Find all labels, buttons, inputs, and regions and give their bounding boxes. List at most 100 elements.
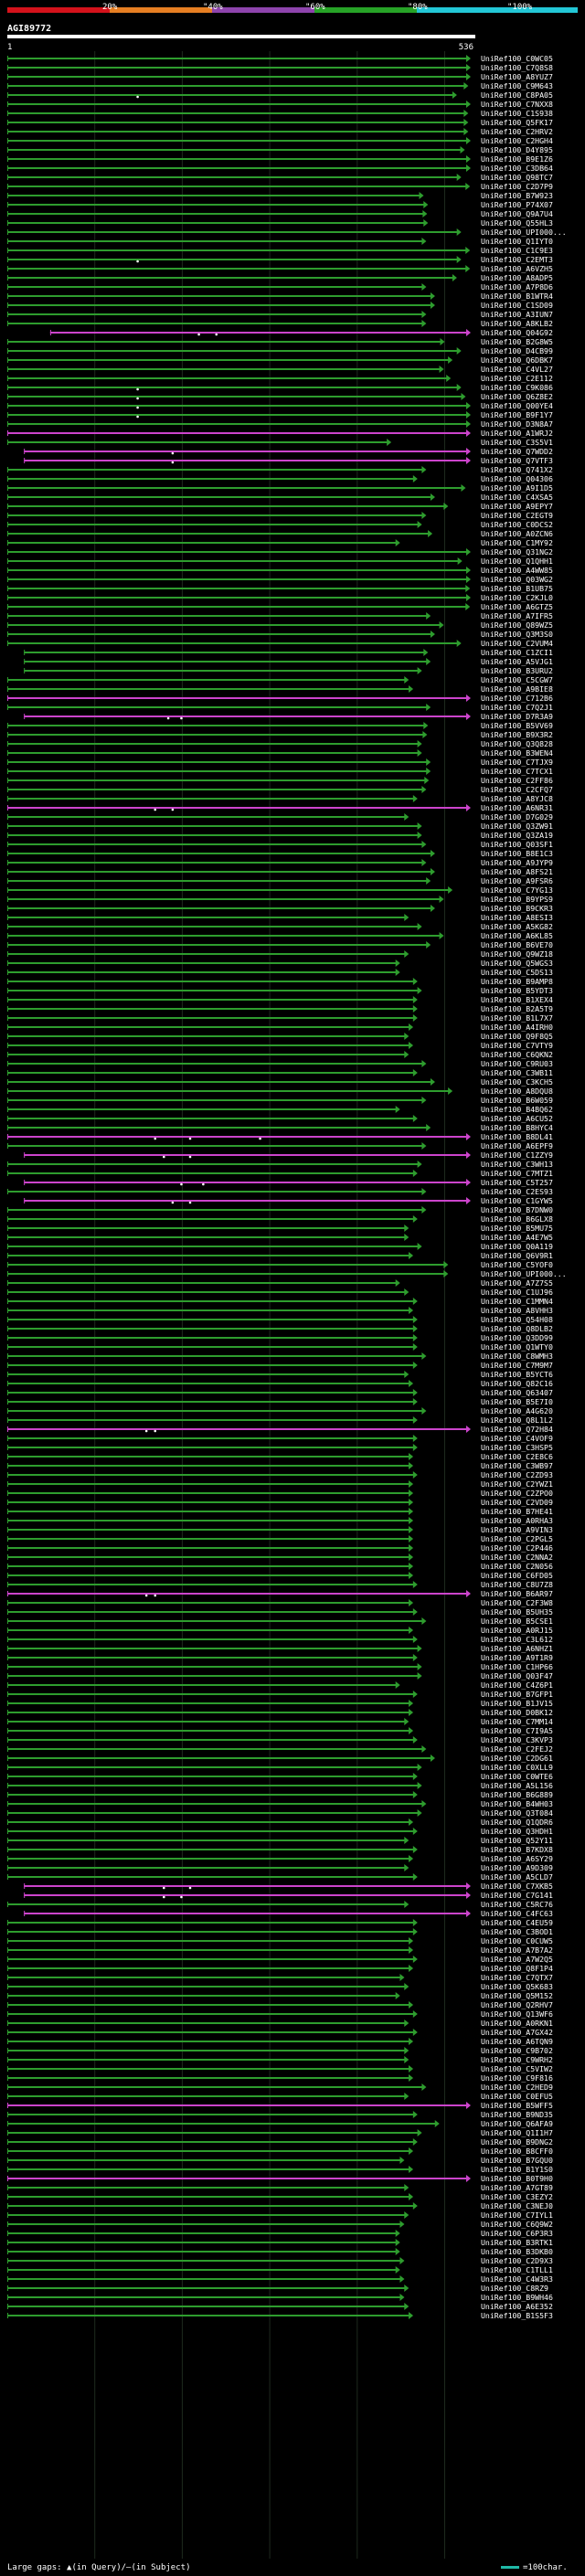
hit-subject-label[interactable]: UniRef100_C2N056	[481, 1562, 553, 1571]
hit-subject-label[interactable]: UniRef100_Q1QDR6	[481, 1818, 553, 1827]
hit-subject-label[interactable]: UniRef100_A5KG82	[481, 922, 553, 931]
hit-subject-label[interactable]: UniRef100_Q6DBK7	[481, 355, 553, 365]
hit-subject-label[interactable]: UniRef100_C3KCH5	[481, 1077, 553, 1087]
hit-subject-label[interactable]: UniRef100_A8FS21	[481, 867, 553, 876]
hit-subject-label[interactable]: UniRef100_C7QTX7	[481, 1973, 553, 1982]
hit-subject-label[interactable]: UniRef100_Q31NG2	[481, 547, 553, 557]
hit-row[interactable]: UniRef100_Q03WG2	[7, 575, 553, 584]
hit-subject-label[interactable]: UniRef100_C5T257	[481, 1178, 553, 1187]
hit-subject-label[interactable]: UniRef100_B9WH46	[481, 2293, 553, 2302]
hit-subject-label[interactable]: UniRef100_B5VV69	[481, 721, 553, 730]
hit-row[interactable]: UniRef100_C2ES93	[7, 1187, 553, 1196]
hit-subject-label[interactable]: UniRef100_B2A5T9	[481, 1004, 553, 1013]
hit-subject-label[interactable]: UniRef100_A7GT89	[481, 2183, 553, 2192]
hit-row[interactable]: UniRef100_A9BIE8	[7, 684, 553, 694]
hit-row[interactable]: UniRef100_C4FC63	[24, 1909, 553, 1918]
hit-subject-label[interactable]: UniRef100_C9WRH2	[481, 2055, 553, 2064]
hit-subject-label[interactable]: UniRef100_Q04306	[481, 474, 553, 483]
hit-subject-label[interactable]: UniRef100_A4G620	[481, 1406, 553, 1415]
hit-row[interactable]: UniRef100_D4Y895	[7, 145, 553, 154]
hit-subject-label[interactable]: UniRef100_Q1QHH1	[481, 557, 553, 566]
hit-row[interactable]: UniRef100_A5L156	[7, 1781, 553, 1790]
hit-row[interactable]: UniRef100_C6FD05	[7, 1571, 553, 1580]
hit-row[interactable]: UniRef100_C2D7P9	[7, 182, 553, 191]
hit-subject-label[interactable]: UniRef100_B7GFP1	[481, 1690, 553, 1699]
hit-subject-label[interactable]: UniRef100_C2FEJ2	[481, 1744, 553, 1754]
hit-row[interactable]: UniRef100_C1UJ96	[7, 1288, 553, 1297]
hit-row[interactable]: UniRef100_Q2RHV7	[7, 2000, 553, 2009]
hit-row[interactable]: UniRef100_B7W923	[7, 191, 553, 200]
hit-row[interactable]: UniRef100_C2EGT9	[7, 511, 553, 520]
hit-subject-label[interactable]: UniRef100_Q9WZ18	[481, 949, 553, 959]
hit-row[interactable]: UniRef100_Q6V9R1	[7, 1251, 553, 1260]
hit-row[interactable]: UniRef100_Q8F1P4	[7, 1964, 553, 1973]
hit-row[interactable]: UniRef100_C7MM14	[7, 1717, 553, 1726]
hit-row[interactable]: UniRef100_A9VIN3	[7, 1525, 553, 1534]
hit-row[interactable]: UniRef100_B4BQ62	[7, 1105, 553, 1114]
hit-row[interactable]: UniRef100_B1L7X7	[7, 1013, 553, 1023]
hit-subject-label[interactable]: UniRef100_D3N8A7	[481, 419, 553, 429]
hit-subject-label[interactable]: UniRef100_A0RJ15	[481, 1626, 553, 1635]
hit-subject-label[interactable]: UniRef100_B0T9H0	[481, 2174, 553, 2183]
hit-row[interactable]: UniRef100_B9ND35	[7, 2110, 553, 2119]
hit-subject-label[interactable]: UniRef100_C9B702	[481, 2046, 553, 2055]
hit-subject-label[interactable]: UniRef100_B1L7X7	[481, 1013, 553, 1023]
hit-subject-label[interactable]: UniRef100_C1HP66	[481, 1662, 553, 1671]
hit-row[interactable]: UniRef100_C9M643	[7, 81, 553, 90]
hit-row[interactable]: UniRef100_C6P3R3	[7, 2229, 553, 2238]
hit-subject-label[interactable]: UniRef100_C7Q2J1	[481, 703, 553, 712]
hit-row[interactable]: UniRef100_Q3M3S0	[7, 630, 553, 639]
hit-subject-label[interactable]: UniRef100_A5CLD7	[481, 1872, 553, 1882]
hit-subject-label[interactable]: UniRef100_A6SY29	[481, 1854, 553, 1863]
hit-row[interactable]: UniRef100_C3HSP5	[7, 1443, 553, 1452]
hit-subject-label[interactable]: UniRef100_Q1I1H7	[481, 2128, 553, 2137]
hit-subject-label[interactable]: UniRef100_D7G029	[481, 812, 553, 822]
hit-row[interactable]: UniRef100_C7VTY9	[7, 1041, 553, 1050]
hit-row[interactable]: UniRef100_A4WW85	[7, 566, 553, 575]
hit-row[interactable]: UniRef100_B6AR97	[7, 1589, 553, 1598]
hit-subject-label[interactable]: UniRef100_C9F816	[481, 2073, 553, 2083]
hit-subject-label[interactable]: UniRef100_C7I9A5	[481, 1726, 553, 1735]
hit-subject-label[interactable]: UniRef100_C8RZ9	[481, 2284, 548, 2293]
hit-subject-label[interactable]: UniRef100_C0XLL9	[481, 1763, 553, 1772]
hit-row[interactable]: UniRef100_A0RJ15	[7, 1626, 553, 1635]
hit-row[interactable]: UniRef100_B8DL41	[7, 1132, 553, 1141]
hit-subject-label[interactable]: UniRef100_A6VZH5	[481, 264, 553, 273]
hit-row[interactable]: UniRef100_Q6AFA9	[7, 2119, 553, 2128]
hit-row[interactable]: UniRef100_Q5FK17	[7, 118, 553, 127]
hit-subject-label[interactable]: UniRef100_C4W3R3	[481, 2274, 553, 2284]
hit-row[interactable]: UniRef100_C5CGW7	[7, 675, 553, 684]
hit-row[interactable]: UniRef100_A9FSR6	[7, 876, 553, 885]
hit-subject-label[interactable]: UniRef100_C2YWZ1	[481, 1479, 553, 1489]
hit-row[interactable]: UniRef100_A3IUN7	[7, 310, 553, 319]
hit-subject-label[interactable]: UniRef100_D4CB99	[481, 346, 553, 355]
hit-subject-label[interactable]: UniRef100_C3EZY2	[481, 2192, 553, 2201]
hit-row[interactable]: UniRef100_A5VJG1	[24, 657, 553, 666]
hit-subject-label[interactable]: UniRef100_Q2RHV7	[481, 2000, 553, 2009]
hit-row[interactable]: UniRef100_A8ESI3	[7, 913, 553, 922]
hit-subject-label[interactable]: UniRef100_A6TQN9	[481, 2037, 553, 2046]
hit-subject-label[interactable]: UniRef100_C2D9X3	[481, 2256, 553, 2265]
hit-subject-label[interactable]: UniRef100_C712B6	[481, 694, 553, 703]
hit-row[interactable]: UniRef100_Q1IYT0	[7, 237, 553, 246]
hit-row[interactable]: UniRef100_Q5K683	[7, 1982, 553, 1991]
hit-row[interactable]: UniRef100_UPI000...	[7, 228, 567, 237]
hit-subject-label[interactable]: UniRef100_A6NR31	[481, 803, 553, 812]
hit-row[interactable]: UniRef100_Q04306	[7, 474, 553, 483]
hit-row[interactable]: UniRef100_B9E1Z6	[7, 154, 553, 164]
hit-subject-label[interactable]: UniRef100_A4IRH0	[481, 1023, 553, 1032]
hit-row[interactable]: UniRef100_C2P446	[7, 1543, 553, 1553]
hit-row[interactable]: UniRef100_UPI000...	[7, 1269, 567, 1278]
hit-row[interactable]: UniRef100_Q7WDD2	[24, 447, 553, 456]
hit-subject-label[interactable]: UniRef100_A6CU52	[481, 1114, 553, 1123]
hit-subject-label[interactable]: UniRef100_C2ZD93	[481, 1470, 553, 1479]
hit-row[interactable]: UniRef100_B6G889	[7, 1790, 553, 1799]
hit-row[interactable]: UniRef100_B0T9H0	[7, 2174, 553, 2183]
hit-subject-label[interactable]: UniRef100_C2HRV2	[481, 127, 553, 136]
hit-row[interactable]: UniRef100_C5DS13	[7, 968, 553, 977]
hit-subject-label[interactable]: UniRef100_C7G141	[481, 1891, 553, 1900]
hit-subject-label[interactable]: UniRef100_Q6V9R1	[481, 1251, 553, 1260]
hit-subject-label[interactable]: UniRef100_C7NXX8	[481, 100, 553, 109]
hit-row[interactable]: UniRef100_C3EZY2	[7, 2192, 553, 2201]
hit-row[interactable]: UniRef100_A8DQU8	[7, 1087, 553, 1096]
